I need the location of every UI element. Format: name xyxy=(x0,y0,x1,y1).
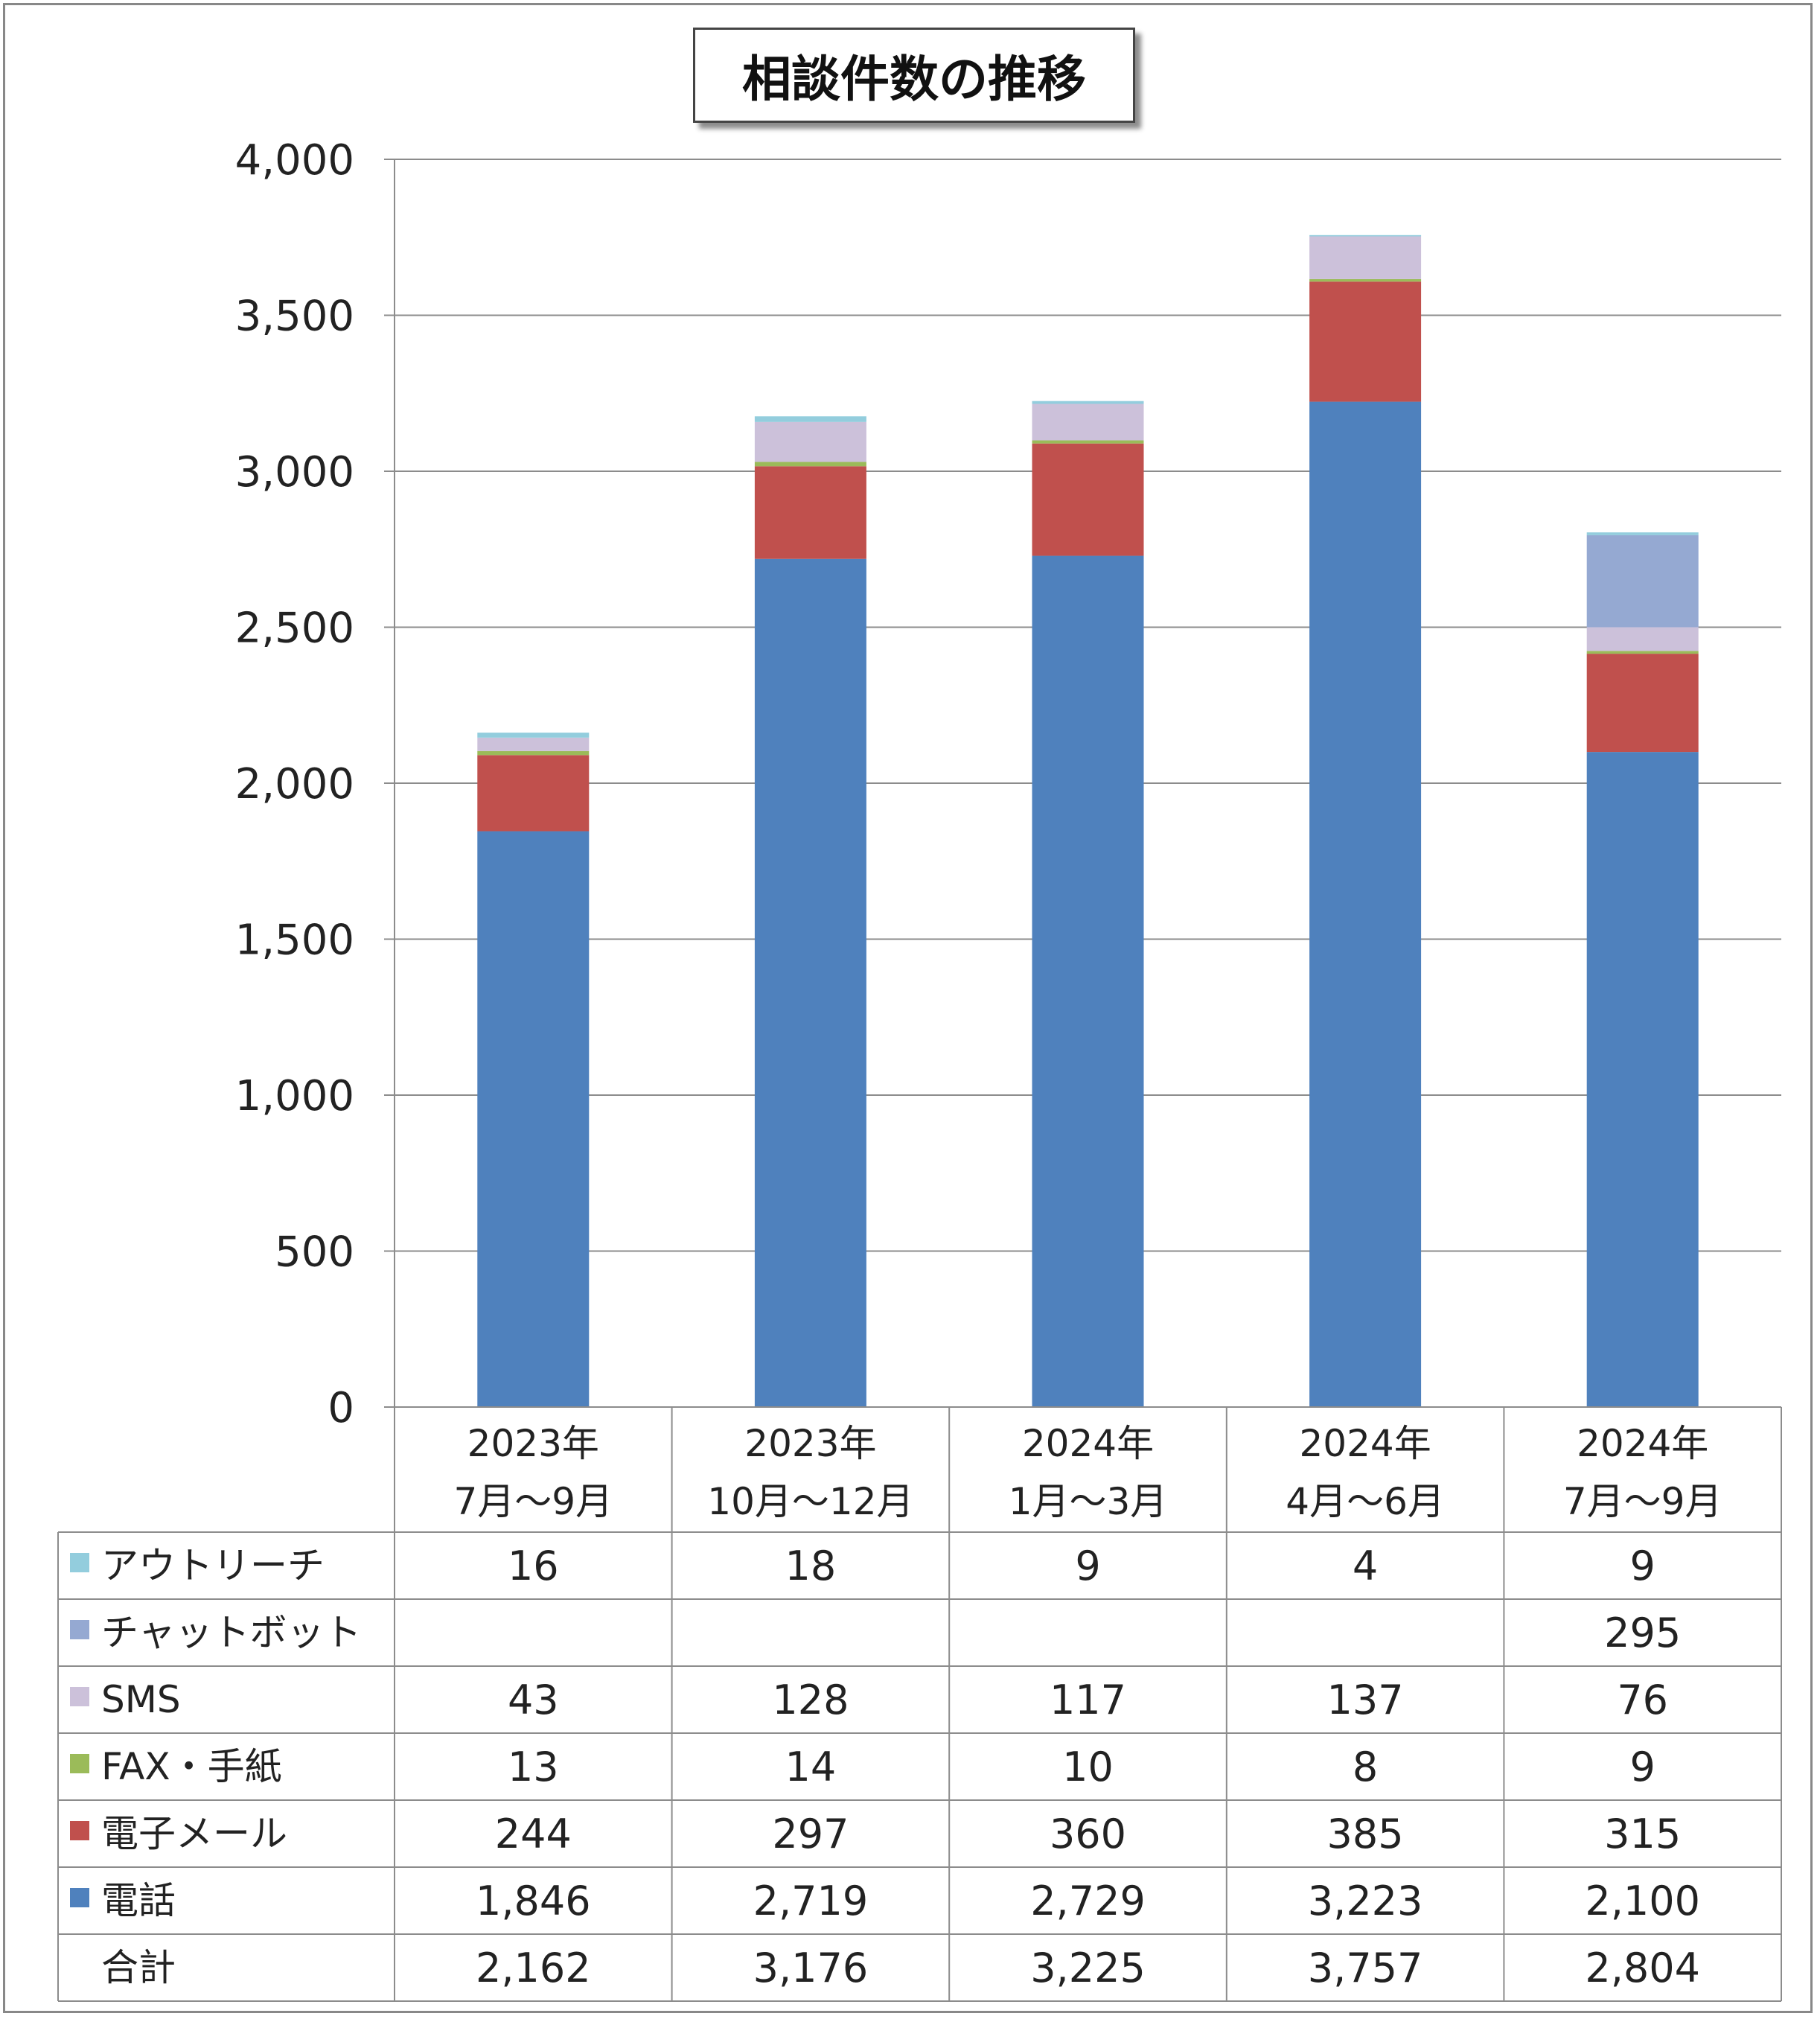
y-tick-label: 0 xyxy=(328,1384,354,1432)
bar-segment xyxy=(754,421,866,462)
data-label: 4 xyxy=(1353,1543,1378,1589)
category-label: 2024年 xyxy=(1577,1422,1708,1465)
chart-title-box: 相談件数の推移 xyxy=(693,28,1135,123)
category-label: 7月～9月 xyxy=(1563,1480,1722,1523)
data-label: 1,846 xyxy=(476,1878,591,1924)
data-label: 295 xyxy=(1604,1610,1681,1656)
bar-segment xyxy=(1586,532,1699,535)
series-name: 電子メール xyxy=(101,1812,287,1855)
bar-segment xyxy=(1032,404,1144,441)
y-tick-label: 1,000 xyxy=(235,1072,354,1120)
bar-segment xyxy=(1032,555,1144,1407)
data-label: 43 xyxy=(508,1677,559,1723)
data-label: 76 xyxy=(1617,1677,1668,1723)
legend-swatch xyxy=(70,1687,89,1706)
bar-segment xyxy=(1309,278,1422,282)
series-name: 電話 xyxy=(101,1879,176,1922)
y-tick-label: 2,500 xyxy=(235,605,354,653)
series-name: 合計 xyxy=(101,1946,176,1989)
data-label: 9 xyxy=(1630,1543,1655,1589)
legend-swatch xyxy=(70,1888,89,1907)
data-label: 315 xyxy=(1604,1811,1681,1857)
data-label: 244 xyxy=(495,1811,572,1857)
data-label: 128 xyxy=(772,1677,849,1723)
bar-segment xyxy=(754,462,866,467)
series-name: SMS xyxy=(101,1678,181,1721)
bar-segment xyxy=(1309,236,1422,279)
data-label: 9 xyxy=(1075,1543,1100,1589)
bar-segment xyxy=(754,416,866,422)
bar-segment xyxy=(477,737,590,751)
data-label: 2,729 xyxy=(1030,1878,1146,1924)
bar-segment xyxy=(1586,651,1699,654)
data-label: 2,804 xyxy=(1585,1945,1700,1991)
category-label: 1月～3月 xyxy=(1009,1480,1168,1523)
category-label: 7月～9月 xyxy=(453,1480,613,1523)
data-label: 8 xyxy=(1353,1744,1378,1790)
bar-segment xyxy=(477,733,590,738)
bar-segment xyxy=(1586,654,1699,753)
bar-segment xyxy=(477,755,590,832)
bar-segment xyxy=(1309,235,1422,237)
category-label: 4月～6月 xyxy=(1286,1480,1445,1523)
category-label: 2024年 xyxy=(1299,1422,1431,1465)
y-tick-label: 2,000 xyxy=(235,760,354,808)
series-name: チャットボット xyxy=(101,1611,362,1654)
category-label: 2023年 xyxy=(467,1422,599,1465)
data-label: 117 xyxy=(1050,1677,1126,1723)
chart-title: 相談件数の推移 xyxy=(742,51,1086,108)
data-label: 10 xyxy=(1062,1744,1114,1790)
data-label: 2,100 xyxy=(1585,1878,1700,1924)
y-tick-label: 3,500 xyxy=(235,293,354,341)
bar-segment xyxy=(1032,440,1144,444)
chart-frame: 相談件数の推移 xyxy=(3,3,1813,2013)
bars xyxy=(477,235,1699,1407)
category-label: 2024年 xyxy=(1022,1422,1154,1465)
y-tick-label: 1,500 xyxy=(235,916,354,965)
bar-segment xyxy=(754,466,866,559)
bar-segment xyxy=(1309,281,1422,402)
data-label: 16 xyxy=(508,1543,559,1589)
data-label: 3,757 xyxy=(1308,1945,1423,1991)
bar-segment xyxy=(1309,401,1422,1407)
bar-segment xyxy=(1586,535,1699,628)
y-axis: 0 500 1,000 1,500 2,000 2,500 3,000 3,500 4,000 xyxy=(235,136,395,1432)
data-table: 2023年 7月～9月 2023年 10月～12月 2024年 1月～3月 2024年 4月～… xyxy=(57,1406,1782,2002)
data-label: 2,162 xyxy=(476,1945,591,1991)
data-label: 14 xyxy=(785,1744,837,1790)
y-tick-label: 500 xyxy=(275,1228,354,1277)
data-label: 3,225 xyxy=(1030,1945,1146,1991)
y-tick-label: 3,000 xyxy=(235,448,354,497)
bar-segment xyxy=(754,558,866,1407)
legend-swatch xyxy=(70,1553,89,1572)
bar-segment xyxy=(1586,627,1699,651)
bar-segment xyxy=(477,750,590,756)
bar-segment xyxy=(1032,443,1144,556)
data-label: 297 xyxy=(772,1811,849,1857)
bar-segment xyxy=(1032,401,1144,404)
data-label: 3,223 xyxy=(1308,1878,1423,1924)
bar-segment xyxy=(1586,752,1699,1407)
bar-segment xyxy=(477,831,590,1407)
series-name: アウトリーチ xyxy=(101,1544,325,1587)
data-label: 3,176 xyxy=(753,1945,869,1991)
legend-swatch xyxy=(70,1821,89,1840)
data-label: 18 xyxy=(785,1543,837,1589)
data-label: 360 xyxy=(1050,1811,1126,1857)
legend-swatch xyxy=(70,1620,89,1639)
category-label: 2023年 xyxy=(744,1422,876,1465)
data-label: 385 xyxy=(1327,1811,1404,1857)
data-label: 137 xyxy=(1327,1677,1404,1723)
data-label: 9 xyxy=(1630,1744,1655,1790)
legend-swatch xyxy=(70,1754,89,1773)
y-tick-label: 4,000 xyxy=(235,136,354,185)
series-name: FAX・手紙 xyxy=(101,1745,282,1788)
data-label: 2,719 xyxy=(753,1878,869,1924)
data-label: 13 xyxy=(508,1744,559,1790)
category-label: 10月～12月 xyxy=(707,1480,913,1523)
